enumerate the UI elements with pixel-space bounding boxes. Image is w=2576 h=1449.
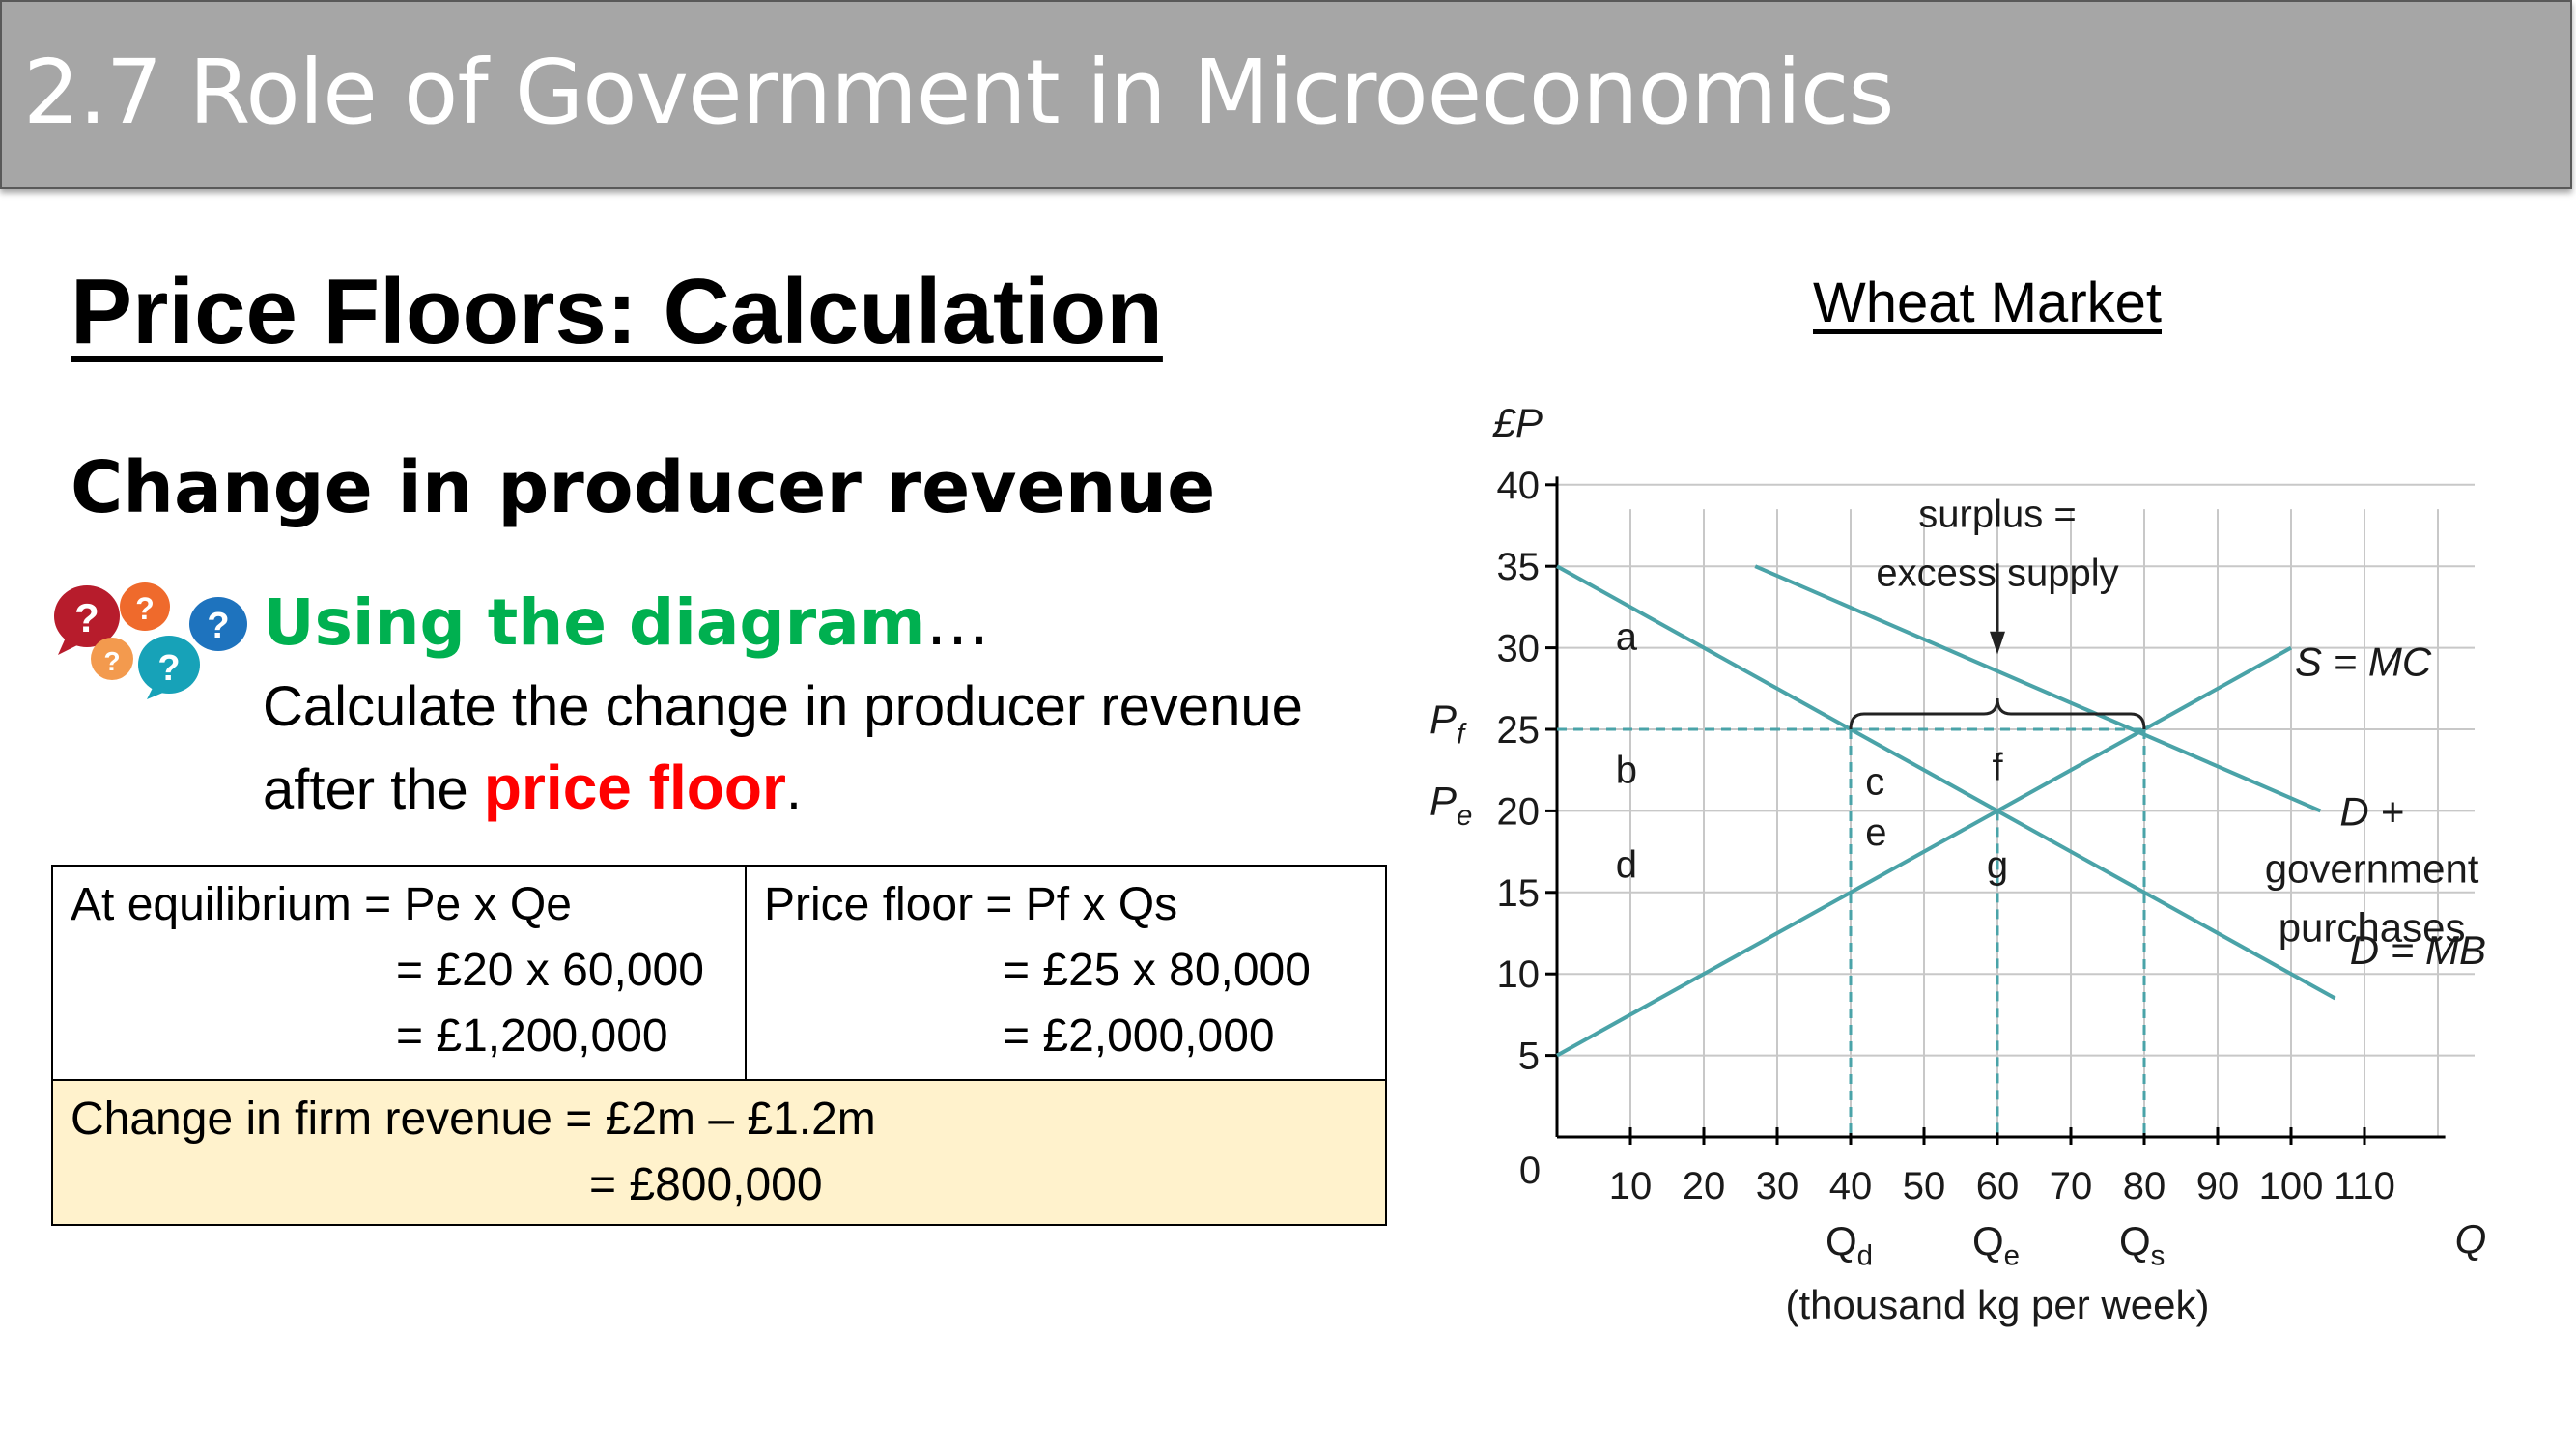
qd-label: Qd xyxy=(1826,1218,1873,1272)
chart-grid xyxy=(1557,483,2475,1137)
pf-label: Pf xyxy=(1430,696,1467,751)
change-result: = £800,000 xyxy=(589,1159,823,1210)
surplus-brace xyxy=(1849,697,2146,730)
surplus-label-line-2: excess supply xyxy=(1876,552,2118,594)
x-tick-label: 20 xyxy=(1683,1165,1726,1208)
prompt-line-2-prefix: after the xyxy=(263,758,484,821)
surplus-label-line-1: surplus = xyxy=(1918,494,2076,536)
price-floor-result: = £2,000,000 xyxy=(1003,1010,1275,1062)
x-tick-label: 40 xyxy=(1829,1165,1873,1208)
svg-text:?: ? xyxy=(135,591,155,626)
svg-text:?: ? xyxy=(207,606,229,646)
area-label-f: f xyxy=(1992,746,2003,788)
series-line xyxy=(1556,645,2292,1058)
area-label-d: d xyxy=(1616,844,1637,887)
qs-label: Qs xyxy=(2119,1218,2165,1272)
wheat-market-diagram: 5 10 15 20 25 30 35 40 10 20 30 40 50 60 70 80 90 100 110 0… xyxy=(1430,400,2487,1327)
slide-subtitle: Change in producer revenue xyxy=(71,446,1216,529)
area-label-c: c xyxy=(1865,761,1884,804)
header-title: 2.7 Role of Government in Microeconomics xyxy=(23,41,1894,144)
y-tick-label: 10 xyxy=(1497,953,1541,996)
svg-text:?: ? xyxy=(74,595,99,640)
area-label-g: g xyxy=(1987,844,2008,887)
gov-demand-label-line-3: purchases xyxy=(2279,904,2466,950)
x-tick-label: 70 xyxy=(2050,1165,2093,1208)
chart-ticks: 5 10 15 20 25 30 35 40 10 20 30 40 50 60 70 80 90 100 110 0… xyxy=(1492,400,2487,1327)
x-axis-title: Q xyxy=(2455,1216,2487,1262)
qe-label: Qe xyxy=(1972,1218,2020,1272)
svg-text:?: ? xyxy=(157,648,180,689)
series-line xyxy=(1754,564,2322,813)
demand-curve-label: D = MB xyxy=(2350,927,2486,973)
price-floor-highlight: price floor xyxy=(483,753,786,822)
chart-lines xyxy=(1556,564,2336,1137)
pe-label: Pe xyxy=(1430,778,1472,832)
area-label-e: e xyxy=(1865,811,1886,854)
origin-label: 0 xyxy=(1519,1150,1541,1192)
prompt-heading: Using the diagram… xyxy=(263,585,990,660)
prompt-line-2: after the price floor. xyxy=(263,752,802,823)
x-tick-label: 50 xyxy=(1903,1165,1946,1208)
x-tick-label: 110 xyxy=(2334,1165,2395,1208)
x-tick-label: 90 xyxy=(2196,1165,2240,1208)
header-bar: 2.7 Role of Government in Microeconomics xyxy=(0,0,2572,189)
chart-labels: surplus = excess supply Pf Pe Qd Qe Qs S = MC D … xyxy=(1430,494,2486,1272)
y-tick-label: 30 xyxy=(1497,628,1541,670)
x-tick-label: 100 xyxy=(2259,1165,2324,1208)
gov-demand-label-line-1: D + xyxy=(2339,789,2404,835)
area-label-a: a xyxy=(1616,615,1638,658)
y-axis-title: £P xyxy=(1492,400,1543,445)
equilibrium-result: = £1,200,000 xyxy=(396,1010,668,1062)
y-tick-label: 25 xyxy=(1497,709,1541,752)
y-tick-label: 35 xyxy=(1497,546,1541,588)
slide-title: Price Floors: Calculation xyxy=(71,260,1163,363)
prompt-heading-text: Using the diagram xyxy=(263,585,926,660)
equilibrium-substitution: = £20 x 60,000 xyxy=(396,945,704,996)
svg-text:?: ? xyxy=(103,646,120,676)
series-line xyxy=(1556,564,2336,1001)
chart-title: Wheat Market xyxy=(1813,271,2162,334)
gov-demand-label-line-2: government xyxy=(2265,846,2479,892)
price-floor-revenue-cell: Price floor = Pf x Qs = £25 x 80,000 = £… xyxy=(745,865,1387,1081)
y-tick-label: 20 xyxy=(1497,790,1541,833)
surplus-arrow-head xyxy=(1990,631,2005,655)
area-label-b: b xyxy=(1616,750,1637,792)
x-axis-unit: (thousand kg per week) xyxy=(1786,1282,2210,1327)
change-in-revenue-cell: Change in firm revenue = £2m – £1.2m = £… xyxy=(51,1079,1387,1226)
y-tick-label: 15 xyxy=(1497,872,1541,915)
equilibrium-formula: At equilibrium = Pe x Qe xyxy=(71,879,572,930)
price-floor-formula: Price floor = Pf x Qs xyxy=(764,879,1178,930)
x-tick-label: 80 xyxy=(2123,1165,2166,1208)
equilibrium-revenue-cell: At equilibrium = Pe x Qe = £20 x 60,000 … xyxy=(51,865,747,1081)
y-tick-label: 5 xyxy=(1518,1036,1540,1078)
prompt-line-2-suffix: . xyxy=(785,758,802,821)
prompt-heading-ellipsis: … xyxy=(925,585,990,660)
y-tick-label: 40 xyxy=(1497,465,1541,507)
x-tick-label: 60 xyxy=(1976,1165,2020,1208)
price-floor-substitution: = £25 x 80,000 xyxy=(1003,945,1311,996)
prompt-line-1: Calculate the change in producer revenue xyxy=(263,675,1303,738)
supply-curve-label: S = MC xyxy=(2295,639,2432,684)
x-tick-label: 30 xyxy=(1756,1165,1799,1208)
x-tick-label: 10 xyxy=(1609,1165,1653,1208)
question-bubbles-icon: ? ? ? ? ? xyxy=(54,582,247,699)
change-formula: Change in firm revenue = £2m – £1.2m xyxy=(71,1094,876,1145)
